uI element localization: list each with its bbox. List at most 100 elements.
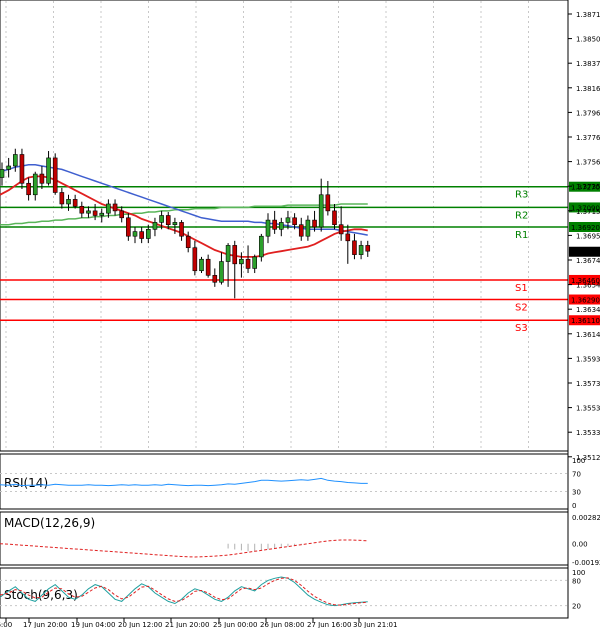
- candle-body: [19, 154, 25, 184]
- price-tick-label: 1.38165: [576, 85, 600, 93]
- price-tick-label: 1.37560: [576, 159, 600, 167]
- level-price-label: 1.37270: [571, 184, 600, 192]
- price-tick-label: 1.36340: [576, 306, 600, 314]
- candle-body: [205, 258, 211, 276]
- price-tick-label: 1.38370: [576, 60, 600, 68]
- candle-body: [345, 233, 351, 242]
- price-tick-label: 1.37965: [576, 109, 600, 117]
- candle-body: [358, 245, 364, 255]
- stoch-k-line: [0, 576, 368, 607]
- candle-body: [272, 219, 277, 230]
- candle-body: [152, 222, 158, 230]
- candle-body: [86, 210, 91, 214]
- candle-body: [325, 194, 331, 212]
- candle-body: [199, 258, 204, 272]
- time-tick-label: 21 Jun 20:00: [165, 621, 209, 628]
- macd-tick-label: 0.00: [572, 541, 588, 549]
- candle-body: [365, 245, 371, 252]
- current-price-box: [569, 246, 600, 257]
- candle-body: [285, 217, 291, 223]
- macd-label: MACD(12,26,9): [4, 516, 95, 530]
- candle-body: [46, 157, 51, 184]
- candle-body: [245, 258, 251, 269]
- macd-pane[interactable]: [0, 511, 569, 566]
- macd-tick-label: -0.001925: [572, 559, 600, 567]
- candle-body: [332, 210, 337, 225]
- candle-body: [305, 219, 311, 237]
- price-tick-label: 1.35125: [576, 454, 600, 462]
- rsi-tick-label: 70: [572, 471, 581, 479]
- candle-body: [99, 212, 105, 216]
- candle-body: [79, 205, 85, 214]
- candle-body: [239, 258, 244, 265]
- time-tick-label: 27 Jun 16:00: [307, 621, 351, 628]
- candle-body: [185, 235, 191, 249]
- level-price-box: [569, 274, 600, 285]
- candle-body: [232, 245, 238, 265]
- price-tick-label: 1.36745: [576, 257, 600, 265]
- time-tick-label: 30 Jun 21:01: [353, 621, 397, 628]
- price-tick-label: 1.37150: [576, 208, 600, 216]
- stoch-label: Stoch(9,6,3): [4, 588, 78, 602]
- candle-body: [39, 173, 45, 184]
- time-tick-label: 17 Jun 20:00: [23, 621, 67, 628]
- macd-indicator: MACD(12,26,9) 0.00282 0.00 -0.001925: [0, 514, 600, 567]
- rsi-pane[interactable]: [0, 453, 569, 510]
- pivot-levels: R3 1.37270 R2 1.37090 R1 1.36920 S1 1.36460 S2 1.…: [0, 181, 600, 334]
- rsi-tick-label: 100: [572, 457, 585, 465]
- stoch-tick-label: 20: [572, 603, 581, 611]
- price-axis: 1.38715 1.38505 1.38370 1.38165 1.37965 1.377…: [567, 0, 600, 618]
- price-tick-label: 1.38505: [576, 36, 600, 44]
- candle-body: [225, 245, 231, 262]
- candle-body: [159, 215, 164, 223]
- level-price-box: [569, 315, 600, 326]
- price-tick-label: 1.38715: [576, 11, 600, 19]
- candle-body: [146, 229, 151, 239]
- level-name-r2: R2: [515, 210, 528, 221]
- candles: [0, 148, 371, 299]
- rsi-label: RSI(14): [4, 476, 48, 490]
- candle-body: [0, 169, 5, 178]
- candle-body: [179, 222, 184, 237]
- price-tick-label: 1.35530: [576, 405, 600, 413]
- time-tick-label: 25 Jun 00:00: [213, 621, 257, 628]
- price-tick-label: 1.35935: [576, 355, 600, 363]
- level-price-box: [569, 222, 600, 232]
- candle-body: [92, 210, 98, 216]
- price-tick-label: 1.36140: [576, 331, 600, 339]
- candle-body: [252, 256, 257, 269]
- level-name-s2: S2: [515, 303, 528, 314]
- candle-body: [298, 224, 304, 237]
- rsi-line: [0, 477, 368, 487]
- candle-body: [318, 194, 324, 228]
- candle-body: [26, 182, 31, 196]
- rsi-tick-label: 0: [572, 502, 576, 510]
- level-price-label: 1.36110: [571, 317, 600, 325]
- candle-body: [66, 199, 71, 205]
- ma-slow-line: [0, 203, 368, 226]
- candle-body: [52, 157, 58, 193]
- candle-body: [59, 192, 65, 205]
- candle-body: [72, 199, 78, 207]
- price-tick-label: 1.36545: [576, 282, 600, 290]
- candle-body: [292, 217, 297, 225]
- level-name-s3: S3: [515, 323, 528, 334]
- candle-body: [259, 235, 264, 258]
- level-price-box: [569, 294, 600, 305]
- candle-body: [312, 219, 317, 228]
- stoch-pane[interactable]: [0, 567, 569, 619]
- candle-body: [212, 275, 218, 283]
- price-tick-label: 1.35330: [576, 429, 600, 437]
- candle-body: [219, 261, 224, 283]
- ma-fast-line: [0, 175, 368, 258]
- level-name-s1: S1: [515, 283, 528, 294]
- level-price-label: 1.37090: [571, 204, 600, 212]
- rsi-tick-label: 30: [572, 489, 581, 497]
- candle-body: [32, 173, 38, 196]
- level-price-label: 1.36920: [571, 224, 600, 232]
- price-tick-label: 1.36950: [576, 232, 600, 240]
- time-tick-label: 19 Jun 04:00: [71, 621, 115, 628]
- candle-body: [106, 203, 111, 214]
